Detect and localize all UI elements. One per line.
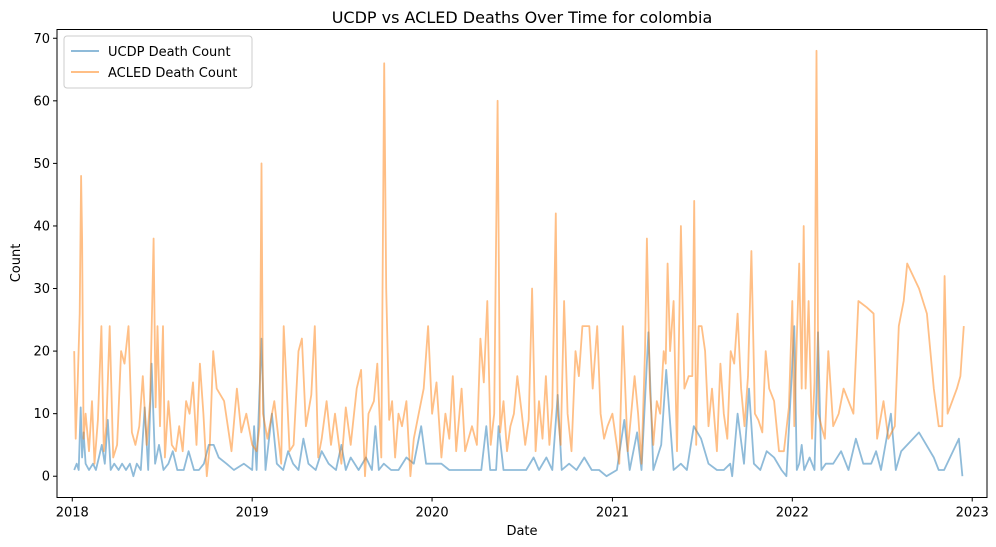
x-tick-label: 2018 (56, 506, 89, 521)
x-tick-label: 2023 (956, 506, 989, 521)
x-tick-label: 2021 (596, 506, 629, 521)
x-axis-label: Date (506, 524, 537, 539)
series-line-acled (73, 49, 965, 478)
y-tick-label: 60 (33, 94, 50, 109)
legend: UCDP Death Count ACLED Death Count (63, 35, 253, 89)
y-tick-label: 0 (42, 470, 50, 485)
plot-frame (56, 29, 988, 498)
y-tick-label: 70 (33, 32, 50, 47)
x-axis: 2018 2019 2020 2021 2022 2023 (56, 497, 989, 521)
legend-box (63, 35, 253, 89)
x-tick-label: 2019 (236, 506, 269, 521)
y-tick-label: 40 (33, 219, 50, 234)
chart-title: UCDP vs ACLED Deaths Over Time for colom… (332, 8, 713, 27)
y-tick-label: 50 (33, 157, 50, 172)
y-axis: 0 10 20 30 40 50 60 70 (33, 32, 57, 485)
series-layer (73, 49, 965, 478)
legend-label-acled: ACLED Death Count (108, 66, 237, 81)
y-tick-label: 30 (33, 282, 50, 297)
y-tick-label: 10 (33, 407, 50, 422)
x-tick-label: 2020 (416, 506, 449, 521)
y-axis-label: Count (9, 244, 24, 283)
series-line-ucdp (73, 325, 964, 478)
legend-label-ucdp: UCDP Death Count (108, 45, 231, 60)
x-tick-label: 2022 (776, 506, 809, 521)
y-tick-label: 20 (33, 345, 50, 360)
plot-area: 2018 2019 2020 2021 2022 2023 0 10 20 30 40 50 60 70 (33, 29, 989, 521)
